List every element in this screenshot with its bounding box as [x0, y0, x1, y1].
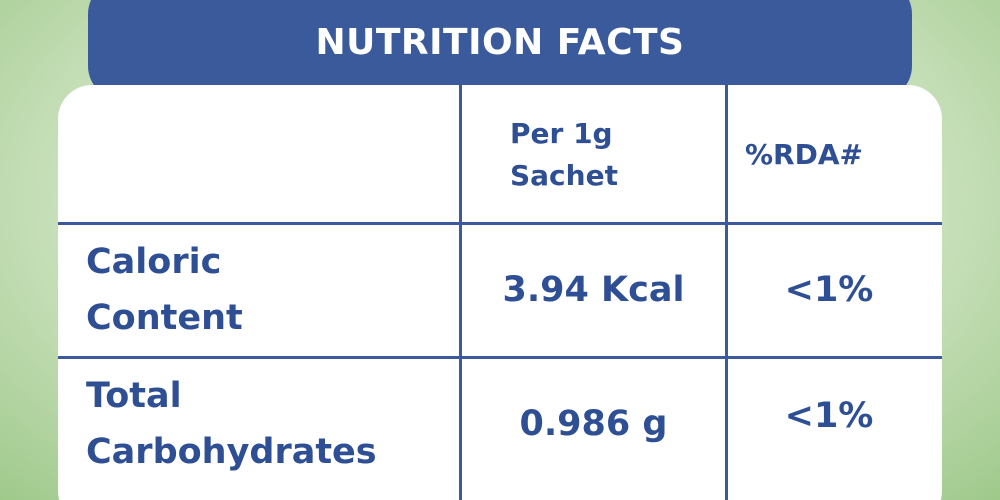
row-value-text: 0.986 g — [519, 404, 668, 444]
row-rda-text: <1% — [784, 396, 874, 436]
row-label: Caloric Content — [86, 225, 456, 355]
row-rda: <1% — [723, 351, 935, 481]
header-tab — [88, 0, 912, 100]
column-header: Per 1g Sachet — [510, 90, 670, 220]
column-header: %RDA# — [698, 90, 910, 220]
column-header-text: %RDA# — [745, 138, 863, 171]
row-rda: <1% — [723, 225, 935, 355]
column-divider — [725, 85, 728, 500]
row-value: 0.986 g — [462, 359, 725, 489]
row-rda-text: <1% — [784, 270, 874, 310]
table-card — [58, 85, 942, 500]
column-divider — [459, 85, 462, 500]
row-divider — [58, 356, 942, 359]
row-label-text: Caloric Content — [86, 242, 243, 338]
row-divider — [58, 222, 942, 225]
column-header-text: Per 1g Sachet — [510, 117, 618, 192]
row-value-text: 3.94 Kcal — [502, 270, 685, 310]
title: NUTRITION FACTS — [315, 22, 685, 63]
row-label: Total Carbohydrates — [86, 359, 456, 489]
row-label-text: Total Carbohydrates — [86, 376, 377, 472]
row-value: 3.94 Kcal — [462, 225, 725, 355]
